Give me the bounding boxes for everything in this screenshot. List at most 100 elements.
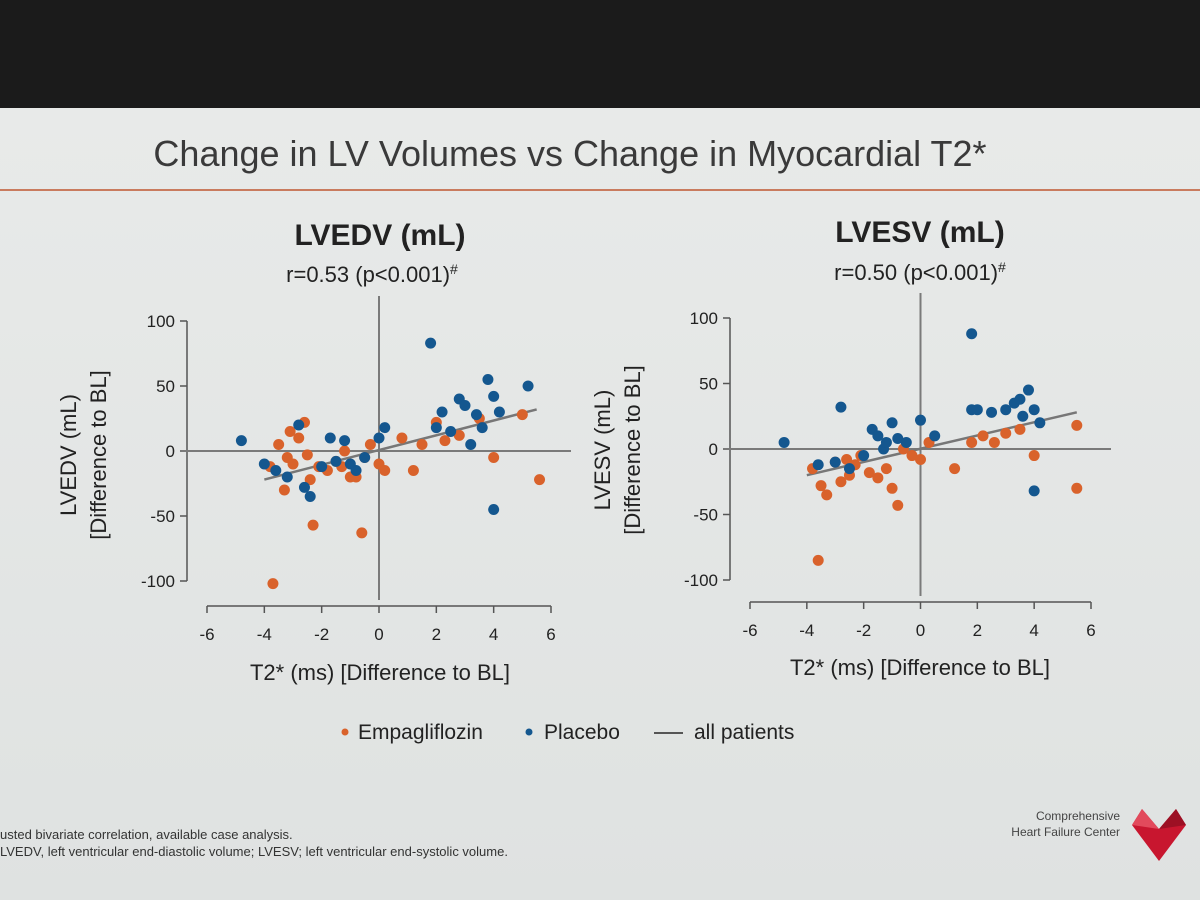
lvesv-y-tick-label: 100 (690, 309, 718, 328)
lvedv-x-tick-label: -4 (257, 625, 272, 644)
lvesv-empagliflozin-point (835, 476, 847, 488)
slide: Change in LV Volumes vs Change in Myocar… (0, 108, 1200, 900)
lvedv-x-tick-label: -6 (199, 625, 214, 644)
lvedv-x-tick-label: 6 (546, 625, 555, 644)
lvedv-empagliflozin-point (304, 474, 316, 486)
lvesv-placebo-point (900, 436, 912, 448)
lvedv-placebo-point (465, 439, 477, 450)
logo-line-1: Comprehensive (1035, 809, 1120, 823)
lvedv-placebo-point (298, 481, 310, 493)
heart-logo-icon (1132, 809, 1186, 861)
lvesv-x-tick-label: 2 (973, 621, 982, 640)
lvesv-empagliflozin-point (815, 480, 827, 492)
legend: Empagliflozin Placebo all patients (341, 721, 794, 744)
footnote-line-2: LVEDV, left ventricular end-diastolic vo… (0, 844, 508, 859)
lvesv-empagliflozin-point (880, 463, 892, 475)
lvesv-placebo-point (1034, 417, 1046, 429)
legend-all-label: all patients (694, 721, 794, 744)
lvesv-y-tick-label: 50 (699, 375, 718, 394)
lvedv-ylabel-1: LVEDV (mL) (56, 394, 81, 516)
lvesv-empagliflozin-point (949, 463, 961, 475)
lvedv-placebo-point (293, 419, 305, 431)
lvedv-placebo-point (258, 458, 270, 470)
lvesv-empagliflozin-point (886, 482, 898, 494)
lvesv-placebo-point (1028, 485, 1040, 497)
lvedv-placebo-point (488, 504, 500, 515)
lvesv-x-tick-label: -6 (742, 621, 757, 640)
lvedv-empagliflozin-point (516, 409, 528, 421)
lvesv-empagliflozin-point (966, 436, 978, 448)
lvedv-placebo-point (425, 337, 437, 349)
lvesv-ylabel-2: [Difference to BL] (620, 365, 645, 535)
lvedv-y-tick-label: 100 (147, 312, 175, 331)
lvedv-trend-line (264, 408, 537, 481)
lvesv-x-tick-label: 0 (916, 621, 925, 640)
lvedv-empagliflozin-point (534, 474, 546, 486)
lvedv-placebo-point (235, 435, 247, 447)
lvedv-empagliflozin-point (339, 445, 351, 457)
lvesv-empagliflozin-point (1014, 423, 1026, 435)
lvedv-empagliflozin-point (284, 426, 296, 437)
lvesv-x-tick-label: -4 (799, 621, 814, 640)
footnote: usted bivariate correlation, available c… (0, 826, 508, 860)
logo-line-2: Heart Failure Center (1011, 825, 1120, 839)
lvesv-placebo-point (892, 433, 904, 445)
lvedv-ylabel-2: [Difference to BL] (86, 370, 111, 540)
lvesv-placebo-point (778, 436, 790, 448)
lvesv-placebo-point (835, 401, 847, 413)
lvesv-y-tick-label: 0 (709, 440, 718, 459)
lvedv-placebo-point (373, 432, 385, 444)
lvedv-empagliflozin-point (273, 439, 285, 450)
lvedv-placebo-point (522, 380, 534, 392)
lvedv-empagliflozin-point (287, 458, 299, 470)
lvedv-x-tick-label: -2 (314, 625, 329, 644)
legend-empagliflozin-marker (341, 728, 349, 736)
lvedv-placebo-point (350, 465, 362, 476)
lvedv-empagliflozin-point (301, 449, 313, 461)
lvesv-placebo-point (966, 328, 978, 340)
legend-placebo-marker (525, 728, 533, 736)
slide-title: Change in LV Volumes vs Change in Myocar… (153, 133, 987, 174)
lvedv-placebo-point (488, 390, 500, 402)
lvesv-correlation: r=0.50 (p<0.001)# (834, 259, 1006, 285)
lvesv-title: LVESV (mL) (835, 216, 1004, 249)
lvesv-placebo-point (812, 459, 824, 471)
lvesv-placebo-point (915, 414, 926, 426)
lvedv-empagliflozin-point (407, 465, 419, 476)
lvesv-chart: LVESV (mL) r=0.50 (p<0.001)# 100 50 0 -50 -1… (590, 216, 1111, 680)
title-divider (0, 189, 1200, 191)
lvedv-y-tick-label: 50 (156, 377, 175, 396)
legend-empagliflozin-label: Empagliflozin (358, 721, 483, 744)
lvedv-placebo-point (493, 406, 505, 418)
lvesv-placebo-point (1022, 384, 1034, 396)
lvedv-empagliflozin-point (416, 439, 428, 450)
lvedv-placebo-point (436, 406, 448, 418)
lvedv-y-tick-label: 0 (166, 442, 175, 461)
lvedv-placebo-point (476, 422, 488, 434)
lvedv-placebo-point (430, 422, 442, 434)
lvedv-empagliflozin-point (439, 435, 451, 447)
lvesv-placebo-point (1000, 404, 1012, 416)
lvedv-x-tick-label: 4 (489, 625, 498, 644)
lvesv-empagliflozin-point (841, 453, 853, 465)
lvedv-plot-area: 100 50 0 -50 -100 -6 -4 -2 0 2 4 6 (141, 296, 571, 644)
lvesv-empagliflozin-point (977, 430, 989, 442)
lvedv-placebo-point (470, 409, 482, 421)
lvesv-placebo-point (986, 406, 998, 418)
logo-text: Comprehensive Heart Failure Center (1000, 808, 1120, 840)
lvedv-placebo-point (459, 400, 471, 411)
lvedv-placebo-point (339, 435, 351, 447)
lvesv-empagliflozin-point (892, 499, 904, 511)
lvedv-y-tick-label: -50 (150, 507, 175, 526)
lvesv-x-tick-label: 4 (1029, 621, 1038, 640)
lvedv-correlation: r=0.53 (p<0.001)# (286, 261, 458, 287)
lvesv-placebo-point (872, 430, 884, 442)
lvesv-placebo-point (886, 417, 898, 429)
lvesv-empagliflozin-point (915, 453, 926, 465)
lvesv-placebo-point (829, 456, 841, 468)
lvesv-empagliflozin-point (863, 467, 875, 479)
lvedv-empagliflozin-point (453, 429, 465, 441)
lvedv-empagliflozin-point (278, 484, 290, 496)
lvesv-x-tick-label: 6 (1086, 621, 1095, 640)
